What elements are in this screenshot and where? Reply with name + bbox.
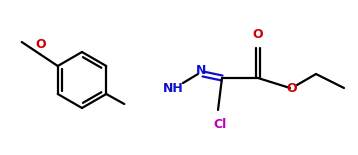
Text: O: O <box>287 82 297 95</box>
Text: Cl: Cl <box>213 118 227 131</box>
Text: O: O <box>35 38 46 51</box>
Text: N: N <box>196 64 206 77</box>
Text: O: O <box>253 28 263 41</box>
Text: NH: NH <box>163 82 184 95</box>
